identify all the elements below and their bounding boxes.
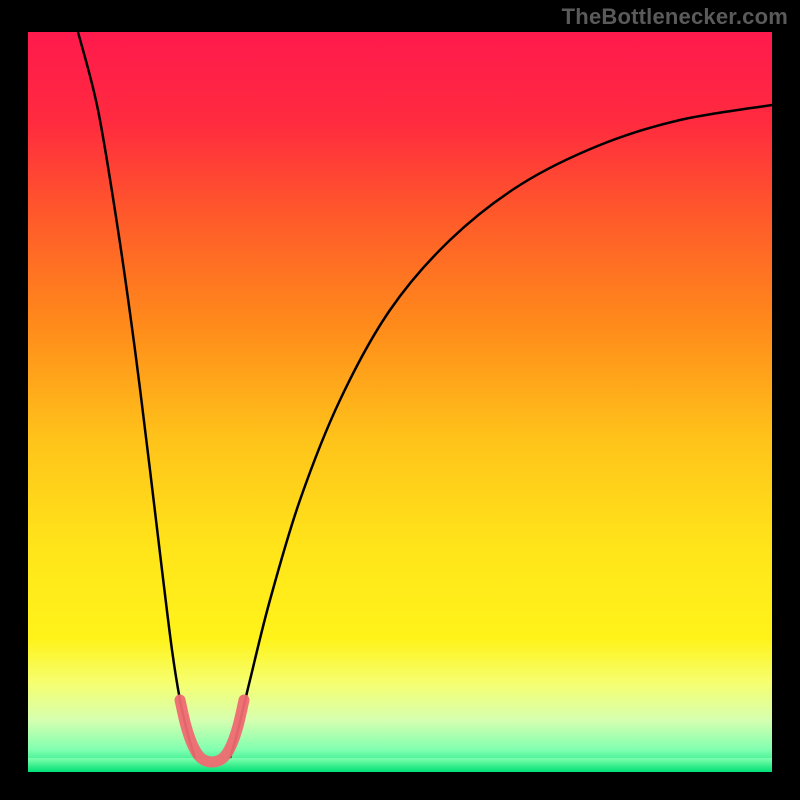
- chart-gradient-background: [28, 32, 772, 772]
- chart-bottom-band: [28, 758, 772, 772]
- chart-svg: [0, 0, 800, 800]
- watermark-text: TheBottlenecker.com: [562, 4, 788, 30]
- bottleneck-chart: TheBottlenecker.com: [0, 0, 800, 800]
